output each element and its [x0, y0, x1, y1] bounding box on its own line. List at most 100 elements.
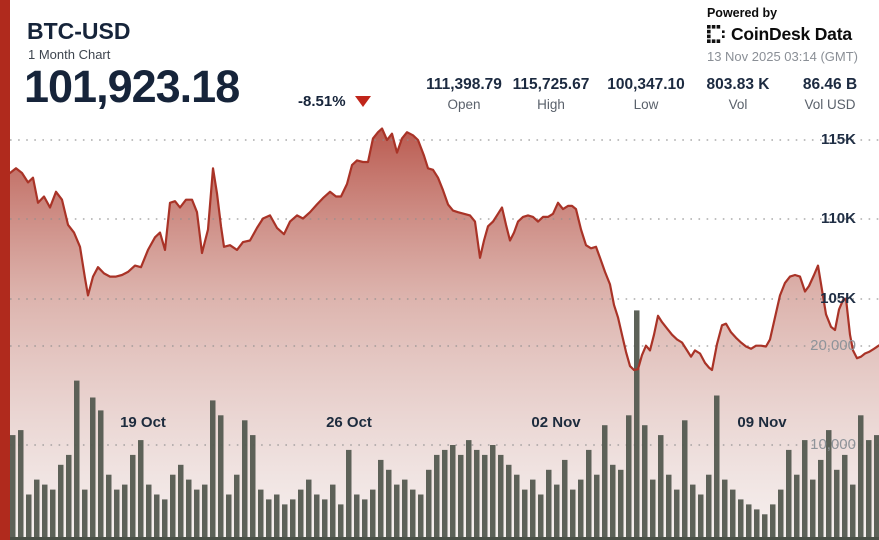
volume-bar — [170, 474, 176, 540]
volume-bar — [746, 504, 752, 540]
volume-bar — [58, 464, 64, 540]
stat-open-label: Open — [447, 97, 481, 112]
volume-bar — [538, 494, 544, 540]
volume-bar — [386, 469, 392, 540]
volume-bar — [690, 484, 696, 540]
volume-bar — [346, 449, 352, 540]
volume-bar — [154, 494, 160, 540]
volume-bar — [722, 479, 728, 540]
stat-high-value: 115,725.67 — [512, 76, 590, 93]
volume-bar — [274, 494, 280, 540]
volume-bar — [514, 474, 520, 540]
volume-bar — [26, 494, 32, 540]
volume-bar — [674, 489, 680, 540]
volume-bar — [738, 499, 744, 540]
volume-bar — [682, 420, 688, 540]
volume-bar — [810, 479, 816, 540]
volume-bar — [178, 464, 184, 540]
volume-bar — [482, 454, 488, 540]
stat-high: 115,725.67 High — [513, 76, 590, 112]
instrument-symbol: BTC-USD — [27, 18, 131, 44]
stat-vol-usd: 86.46 B Vol USD — [803, 76, 857, 112]
volume-bar — [586, 449, 592, 540]
volume-bar — [418, 494, 424, 540]
stat-low-label: Low — [633, 97, 659, 112]
y-axis-label-price: 105K — [820, 290, 856, 307]
volume-bar — [290, 499, 296, 540]
volume-bar — [234, 474, 240, 540]
volume-bar — [282, 504, 288, 540]
stat-vol: 803.83 K Vol — [707, 76, 770, 112]
coindesk-logo-icon — [706, 25, 725, 43]
volume-bar — [866, 440, 872, 540]
volume-bar — [362, 499, 368, 540]
coindesk-logo-text: CoinDesk Data — [730, 24, 852, 44]
stat-open: 111,398.79 Open — [426, 76, 502, 112]
volume-bar — [522, 489, 528, 540]
volume-bar — [306, 479, 312, 540]
stat-open-value: 111,398.79 — [426, 76, 502, 93]
volume-bar — [618, 469, 624, 540]
volume-bar — [434, 454, 440, 540]
x-axis-label: 02 Nov — [531, 414, 581, 431]
volume-bar — [458, 454, 464, 540]
volume-bar — [226, 494, 232, 540]
volume-bar — [762, 514, 768, 540]
volume-bar — [18, 430, 24, 540]
volume-bar — [786, 449, 792, 540]
volume-bar — [330, 484, 336, 540]
stat-low: 100,347.10 Low — [607, 76, 685, 112]
volume-bar — [50, 489, 56, 540]
volume-bar — [658, 435, 664, 540]
volume-bar — [490, 445, 496, 540]
volume-bar — [106, 474, 112, 540]
volume-bar — [186, 479, 192, 540]
volume-bar — [474, 449, 480, 540]
volume-bar — [578, 479, 584, 540]
volume-bar — [874, 435, 879, 540]
volume-bar — [98, 410, 104, 540]
volume-bar — [162, 499, 168, 540]
volume-bar — [546, 469, 552, 540]
stat-vol-value: 803.83 K — [706, 76, 770, 93]
volume-bar — [858, 415, 864, 540]
left-accent-bar — [0, 0, 10, 540]
volume-bar — [850, 484, 856, 540]
volume-bar — [730, 489, 736, 540]
volume-bar — [394, 484, 400, 540]
volume-bar — [698, 494, 704, 540]
volume-bar — [666, 474, 672, 540]
volume-bar — [506, 464, 512, 540]
volume-bar — [338, 504, 344, 540]
volume-bar — [90, 397, 96, 540]
x-axis-label: 19 Oct — [120, 414, 166, 431]
volume-bar — [250, 435, 256, 540]
coindesk-logo: CoinDesk Data — [706, 24, 858, 45]
volume-bar — [202, 484, 208, 540]
stat-vol-usd-label: Vol USD — [804, 97, 856, 112]
last-price: 101,923.18 — [24, 61, 240, 112]
volume-bar — [298, 489, 304, 540]
volume-bar — [194, 489, 200, 540]
chart-timestamp: 13 Nov 2025 03:14 (GMT) — [706, 49, 858, 64]
volume-bar — [130, 454, 136, 540]
y-axis-label-price: 110K — [820, 210, 856, 227]
volume-bar — [610, 464, 616, 540]
volume-bar — [634, 310, 640, 540]
volume-bar — [466, 440, 472, 540]
volume-bar — [314, 494, 320, 540]
stat-high-label: High — [537, 97, 565, 112]
volume-bar — [82, 489, 88, 540]
volume-bar — [322, 499, 328, 540]
volume-bar — [242, 420, 248, 540]
volume-bar — [778, 489, 784, 540]
stat-vol-usd-value: 86.46 B — [802, 76, 858, 93]
volume-bar — [562, 459, 568, 540]
volume-bar — [218, 415, 224, 540]
x-axis-label: 26 Oct — [326, 414, 372, 431]
branding-block: Powered by CoinDesk Data 13 Nov 2025 03:… — [706, 6, 858, 64]
volume-bar — [410, 489, 416, 540]
price-line — [8, 127, 879, 372]
